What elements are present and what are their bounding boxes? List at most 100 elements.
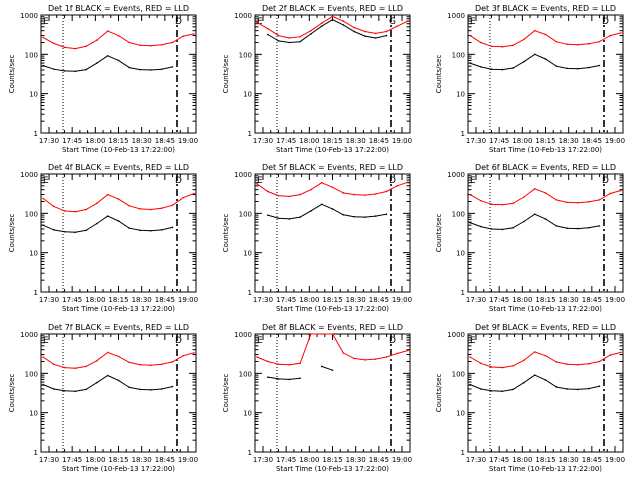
corner-label-left: E (43, 176, 49, 186)
data-point (106, 351, 109, 354)
x-axis-label: Start Time (10-Feb-13 17:22:00) (489, 146, 602, 154)
data-point (74, 210, 77, 213)
panel-9: Det 9f BLACK = Events, RED = LLD 1 10 100 10… (435, 323, 625, 473)
data-point (331, 333, 334, 335)
data-point (117, 220, 120, 222)
y-axis-label: Counts/sec (8, 214, 16, 253)
data-point (598, 360, 601, 363)
data-point (523, 381, 525, 384)
data-point (320, 333, 323, 335)
y-tick-label: 1 (248, 130, 252, 138)
data-point (598, 225, 601, 227)
data-point (106, 54, 109, 57)
x-axis-label: Start Time (10-Feb-13 17:22:00) (62, 146, 175, 154)
data-point (52, 363, 55, 366)
panel-8: Det 8f BLACK = Events, RED = LLD 1 10 100 10… (222, 323, 412, 473)
data-point (160, 388, 163, 390)
corner-label-right: G (389, 17, 396, 27)
data-point (117, 198, 120, 200)
data-point (150, 364, 152, 367)
y-tick-label: 1 (461, 289, 465, 297)
x-tick-label: 18:00 (85, 296, 105, 304)
corner-label-right: D (175, 17, 182, 27)
data-point (310, 188, 312, 191)
x-tick-label: 18:30 (132, 456, 152, 464)
data-point (342, 24, 345, 26)
data-point (587, 201, 590, 203)
data-point (182, 354, 185, 357)
data-point (555, 386, 558, 388)
panel-title: Det 6f BLACK = Events, RED = LLD (475, 163, 616, 172)
y-axis-label: Counts/sec (435, 374, 443, 413)
data-point (598, 64, 601, 67)
series-line-black (469, 213, 600, 230)
data-point (501, 390, 504, 393)
x-tick-label: 17:45 (489, 296, 509, 304)
data-point (150, 44, 152, 47)
panel-title: Det 5f BLACK = Events, RED = LLD (262, 163, 403, 172)
data-point (63, 70, 66, 72)
data-point (85, 365, 87, 368)
corner-label-right: D (175, 176, 182, 186)
data-point (106, 374, 109, 377)
data-point (598, 385, 601, 388)
plot-frame (467, 173, 624, 293)
data-point (577, 388, 579, 391)
y-tick-label: 1000 (20, 171, 38, 179)
data-point (620, 351, 622, 354)
data-point (566, 363, 568, 366)
y-tick-label: 1000 (447, 331, 465, 339)
data-point (407, 181, 409, 183)
x-axis-label: Start Time (10-Feb-13 17:22:00) (276, 305, 389, 313)
panel-6: Det 6f BLACK = Events, RED = LLD 1 10 100 10… (435, 163, 625, 313)
x-tick-label: 17:30 (39, 137, 59, 145)
y-axis-label: Counts/sec (435, 55, 443, 94)
data-point (117, 379, 120, 382)
data-point (587, 43, 590, 45)
data-point (609, 34, 612, 37)
x-tick-label: 19:00 (392, 137, 412, 145)
data-point (587, 387, 590, 390)
data-point (490, 45, 493, 48)
x-tick-label: 17:30 (466, 456, 486, 464)
data-point (139, 229, 141, 232)
data-point (150, 69, 152, 71)
data-point (544, 33, 547, 36)
x-tick-label: 18:00 (85, 456, 105, 464)
data-point (171, 41, 174, 44)
x-tick-label: 18:00 (512, 137, 532, 145)
panel-2: Det 2f BLACK = Events, RED = LLD 1 10 100 10… (222, 4, 412, 154)
y-tick-label: 10 (29, 250, 38, 258)
data-point (501, 46, 504, 48)
data-point (533, 188, 536, 190)
data-point (331, 369, 334, 372)
data-point (193, 352, 195, 354)
x-axis-label: Start Time (10-Feb-13 17:22:00) (489, 305, 602, 313)
panel-4: Det 4f BLACK = Events, RED = LLD 1 10 100 10… (8, 163, 198, 313)
series-line-red (256, 181, 409, 197)
y-tick-label: 1 (34, 449, 38, 457)
data-point (385, 213, 388, 216)
panel-title: Det 9f BLACK = Events, RED = LLD (475, 323, 616, 332)
data-point (364, 359, 366, 361)
corner-label-left: E (470, 336, 476, 346)
data-point (469, 221, 471, 224)
data-point (139, 208, 141, 210)
x-axis-label: Start Time (10-Feb-13 17:22:00) (62, 465, 175, 473)
data-point (609, 354, 612, 356)
data-point (407, 20, 409, 22)
x-tick-label: 17:45 (276, 137, 296, 145)
data-point (396, 352, 399, 355)
data-point (374, 32, 377, 35)
data-point (299, 377, 301, 380)
data-point (320, 203, 323, 206)
y-tick-label: 100 (25, 51, 38, 59)
x-tick-label: 18:30 (346, 456, 366, 464)
data-point (364, 194, 366, 196)
y-tick-label: 1 (248, 289, 252, 297)
series-line-black (267, 19, 387, 44)
data-point (52, 42, 55, 45)
data-point (523, 60, 525, 63)
data-point (182, 35, 185, 37)
data-point (74, 390, 77, 393)
